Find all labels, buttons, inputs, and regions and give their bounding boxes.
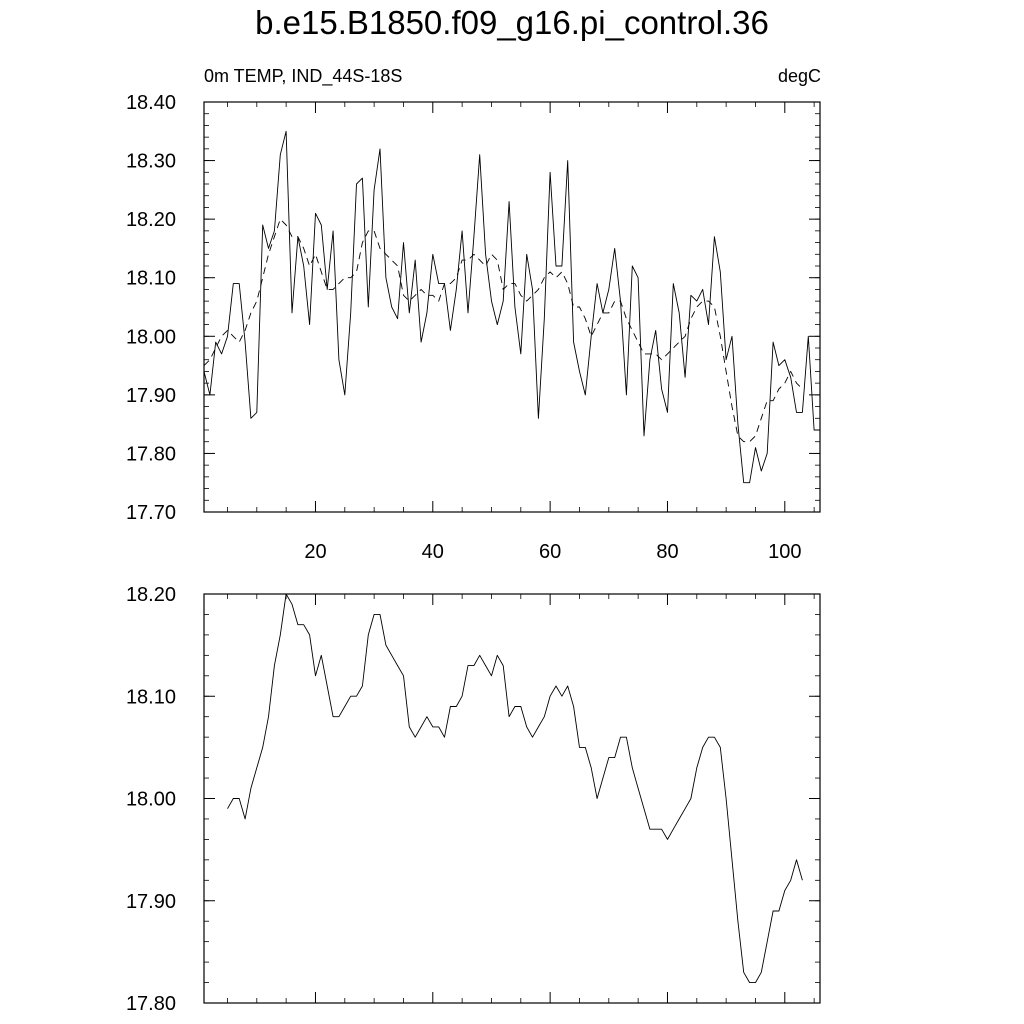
y-tick-label: 17.80 xyxy=(126,993,176,1015)
units-label: degC xyxy=(777,66,821,86)
series-line xyxy=(203,130,820,484)
x-tick-label: 80 xyxy=(656,541,678,563)
y-tick-label: 17.90 xyxy=(126,385,176,407)
plot-frame xyxy=(203,101,821,513)
y-tick-label: 17.70 xyxy=(126,502,176,524)
x-tick-label: 40 xyxy=(422,541,444,563)
variable-label: 0m TEMP, IND_44S-18S xyxy=(204,66,403,86)
series-line xyxy=(227,593,803,984)
y-tick-label: 18.00 xyxy=(126,326,176,348)
x-tick-label: 100 xyxy=(768,541,801,563)
x-tick-label: 60 xyxy=(539,541,561,563)
top-panel: 17.70 17.80 17.90 18.00 18.10 18.20 18.30 18.40… xyxy=(126,92,821,563)
chart-title: b.e15.B1850.f09_g16.pi_control.36 xyxy=(255,4,769,41)
y-tick-label: 18.10 xyxy=(126,268,176,290)
y-tick-label: 18.00 xyxy=(126,789,176,811)
y-tick-label: 18.30 xyxy=(126,151,176,173)
bottom-panel: 17.80 17.90 18.00 18.10 18.20 xyxy=(126,584,821,1015)
y-tick-label: 18.10 xyxy=(126,686,176,708)
y-tick-label: 17.80 xyxy=(126,443,176,465)
plot-frame xyxy=(203,593,821,1004)
running-mean-line xyxy=(203,218,803,443)
y-tick-label: 17.90 xyxy=(126,891,176,913)
y-tick-label: 18.20 xyxy=(126,584,176,606)
y-tick-label: 18.40 xyxy=(126,92,176,114)
y-tick-label: 18.20 xyxy=(126,209,176,231)
x-tick-label: 20 xyxy=(304,541,326,563)
